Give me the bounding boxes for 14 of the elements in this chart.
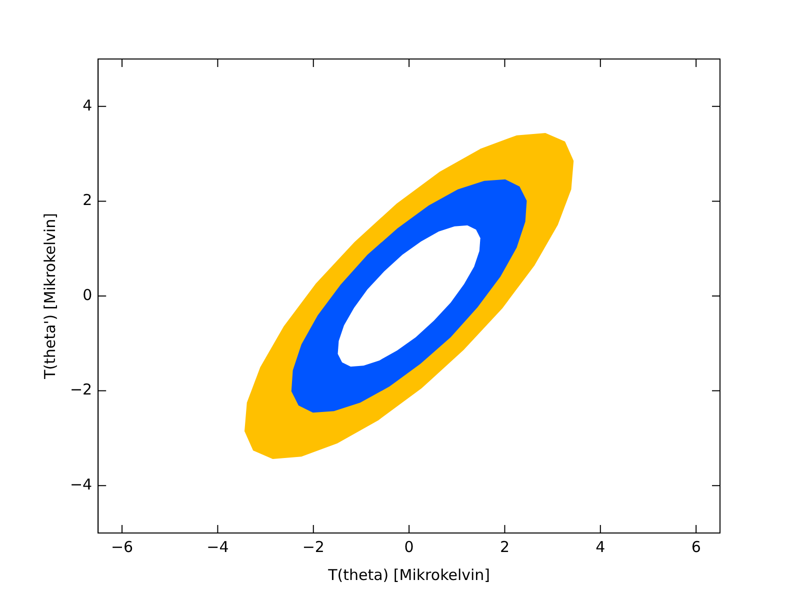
x-tick-label: −4 xyxy=(206,538,229,556)
y-tick-label: −4 xyxy=(70,475,92,494)
y-axis-title: T(theta') [Mikrokelvin] xyxy=(40,212,59,380)
y-tick-label: 2 xyxy=(82,191,92,210)
x-tick-label: −6 xyxy=(110,538,134,556)
x-tick-label: −2 xyxy=(302,538,324,556)
x-tick-label: 2 xyxy=(500,538,510,556)
x-axis-title: T(theta) [Mikrokelvin] xyxy=(327,566,490,584)
x-tick-label: 6 xyxy=(691,538,701,556)
x-tick-label: 0 xyxy=(404,538,414,556)
y-tick-label: −2 xyxy=(70,380,92,399)
x-tick-label: 4 xyxy=(596,538,606,556)
y-tick-label: 0 xyxy=(82,286,92,304)
y-tick-label: 4 xyxy=(82,96,92,114)
